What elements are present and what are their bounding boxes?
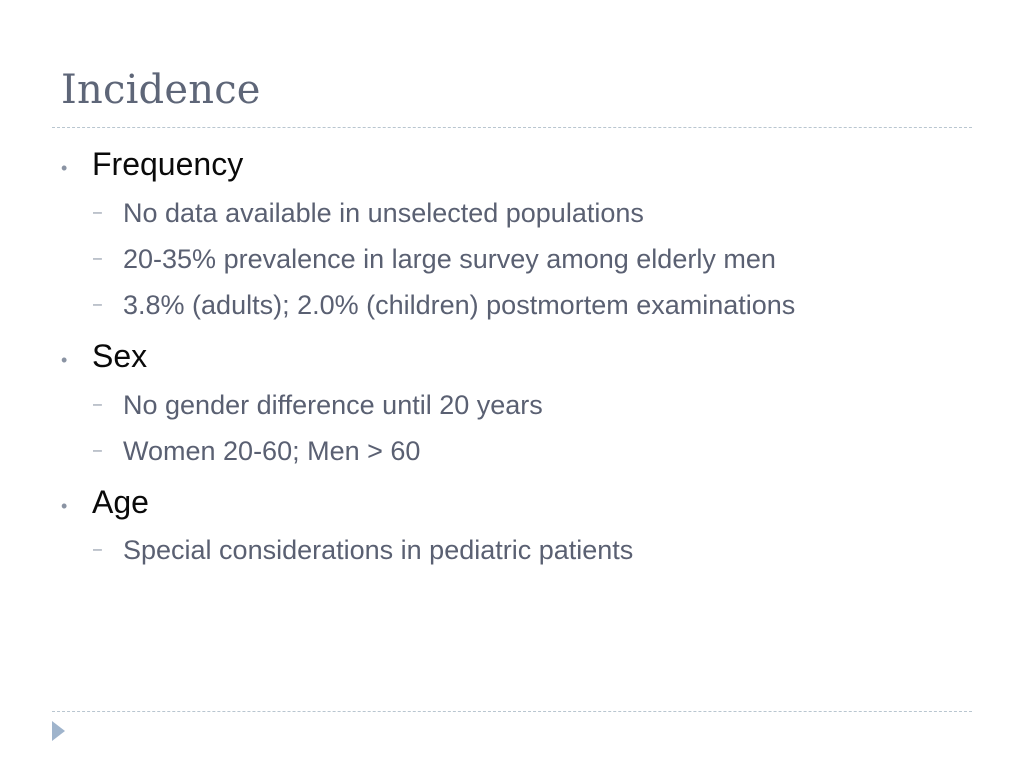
bullet-marker: •	[61, 350, 68, 370]
bullet-label: Frequency	[92, 146, 244, 182]
sub-bullet-text: 3.8% (adults); 2.0% (children) postmorte…	[123, 290, 796, 320]
bullet-marker: •	[61, 158, 68, 178]
bullet-label: Sex	[92, 338, 148, 374]
sub-bullet-text: No data available in unselected populati…	[123, 198, 644, 228]
sub-bullet-text: Special considerations in pediatric pati…	[123, 535, 634, 565]
title-divider	[52, 127, 972, 128]
bullet-marker: •	[61, 496, 68, 516]
slide-title: Incidence	[61, 67, 261, 113]
dash-marker: –	[93, 250, 102, 267]
bullet-label: Age	[92, 484, 149, 520]
dash-marker: –	[93, 442, 102, 459]
triangle-right-icon[interactable]	[52, 721, 65, 741]
sub-bullet-text: 20-35% prevalence in large survey among …	[123, 244, 776, 274]
dash-marker: –	[93, 541, 102, 558]
dash-marker: –	[93, 396, 102, 413]
footer-divider	[52, 711, 972, 712]
sub-bullet-text: Women 20-60; Men > 60	[123, 436, 421, 466]
dash-marker: –	[93, 204, 102, 221]
dash-marker: –	[93, 296, 102, 313]
sub-bullet-text: No gender difference until 20 years	[123, 390, 543, 420]
